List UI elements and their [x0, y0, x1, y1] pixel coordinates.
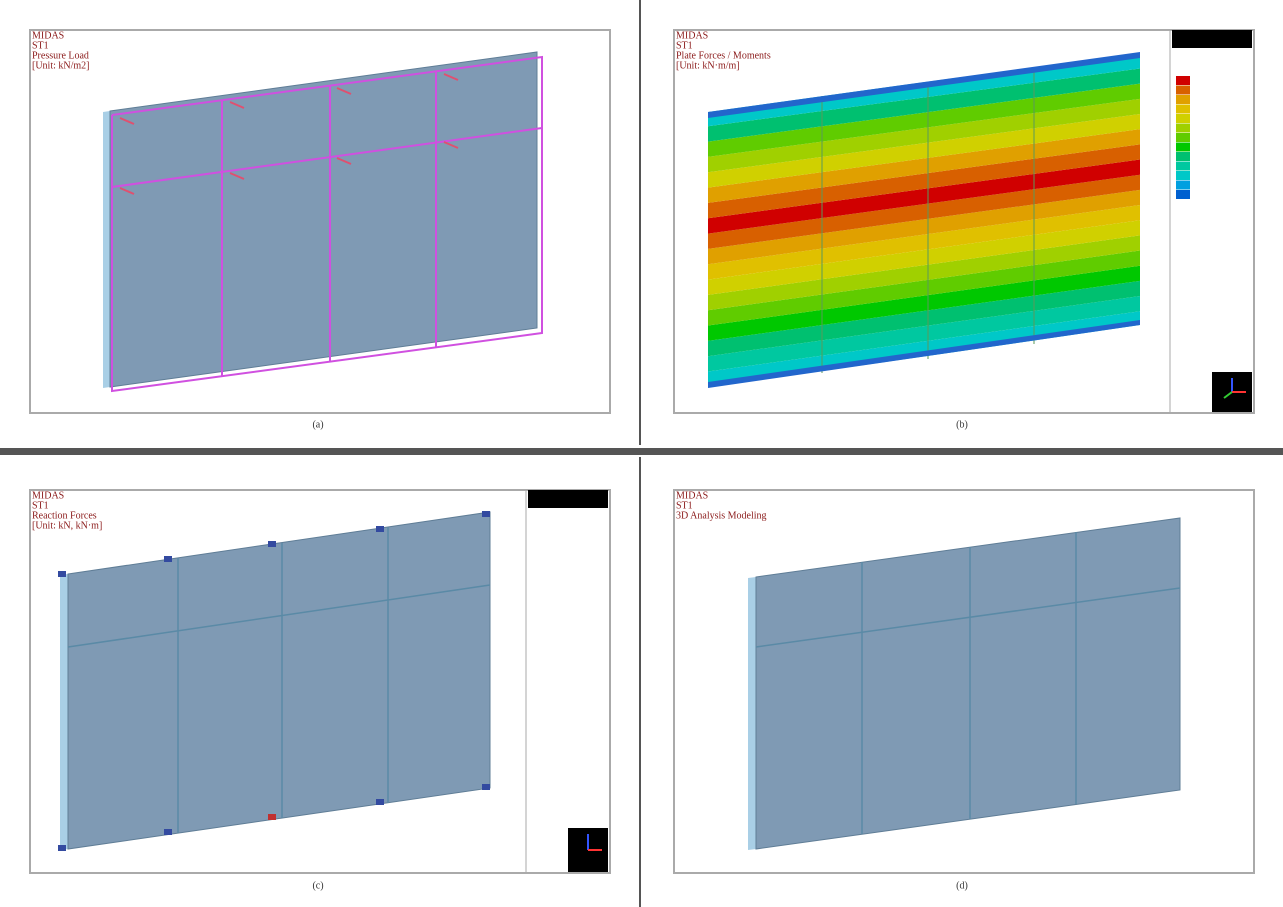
legend-swatch [1176, 85, 1190, 95]
panel-label: ST1 [676, 40, 693, 51]
contour-band [708, 234, 1140, 312]
wall [109, 51, 538, 388]
contour-band [708, 127, 1140, 204]
contour-band [708, 264, 1140, 342]
contour-band [708, 249, 1140, 327]
wall-edge [708, 320, 1140, 388]
panel-label: MIDAS [676, 490, 708, 501]
caption: (d) [956, 880, 968, 891]
contour-band [708, 279, 1140, 358]
legend-swatch [1176, 190, 1190, 199]
contour-band [708, 97, 1140, 174]
load-arrows [119, 73, 459, 195]
contour-band [708, 203, 1140, 281]
wall-edge [708, 52, 1140, 118]
mesh-lines [821, 67, 1035, 373]
legend-swatch [1176, 161, 1190, 171]
caption: (c) [312, 880, 323, 891]
legend-swatch [1176, 114, 1190, 123]
contour-band [708, 294, 1140, 373]
contour-band [708, 218, 1140, 296]
caption: (b) [956, 419, 968, 430]
contour-band [708, 67, 1140, 143]
legend-swatch [1176, 133, 1190, 142]
panel-label: ST1 [32, 500, 49, 511]
wall-side [103, 111, 110, 388]
panel-label: MIDAS [676, 30, 708, 41]
wall [755, 517, 1181, 850]
mesh-lines [755, 532, 1181, 834]
legend-swatch [1176, 142, 1190, 152]
load-frame [111, 55, 543, 393]
panel-label: [Unit: kN·m/m] [676, 60, 740, 71]
panel-label: [Unit: kN, kN·m] [32, 520, 102, 531]
legend [1176, 76, 1190, 199]
mesh-lines [67, 527, 491, 833]
panel-label: ST1 [32, 40, 49, 51]
logo [528, 490, 608, 508]
legend-swatch [1176, 123, 1190, 133]
panel-label: MIDAS [32, 30, 64, 41]
contour-band [708, 158, 1140, 235]
panel-label: Plate Forces / Moments [676, 50, 771, 61]
contour-band [708, 143, 1140, 220]
panel-label: ST1 [676, 500, 693, 511]
wall-side [60, 574, 68, 850]
wall-side [748, 577, 756, 850]
legend-swatch [1176, 76, 1190, 85]
legend-swatch [1176, 171, 1190, 180]
logo [1172, 30, 1252, 48]
panel-label: Reaction Forces [32, 510, 97, 521]
legend-swatch [1176, 95, 1190, 104]
panel-label: [Unit: kN/m2] [32, 60, 90, 71]
contour-band [708, 173, 1140, 250]
legend-swatch [1176, 180, 1190, 190]
caption: (a) [312, 419, 323, 430]
contour-band [708, 112, 1140, 189]
panel-label: 3D Analysis Modeling [676, 510, 767, 521]
axis [1223, 391, 1233, 399]
contour-band [708, 82, 1140, 158]
panel-label: Pressure Load [32, 50, 89, 61]
legend-swatch [1176, 104, 1190, 114]
supports [58, 511, 490, 851]
contour-band [708, 188, 1140, 266]
legend-swatch [1176, 152, 1190, 161]
divider [0, 448, 1283, 455]
panel-label: MIDAS [32, 490, 64, 501]
